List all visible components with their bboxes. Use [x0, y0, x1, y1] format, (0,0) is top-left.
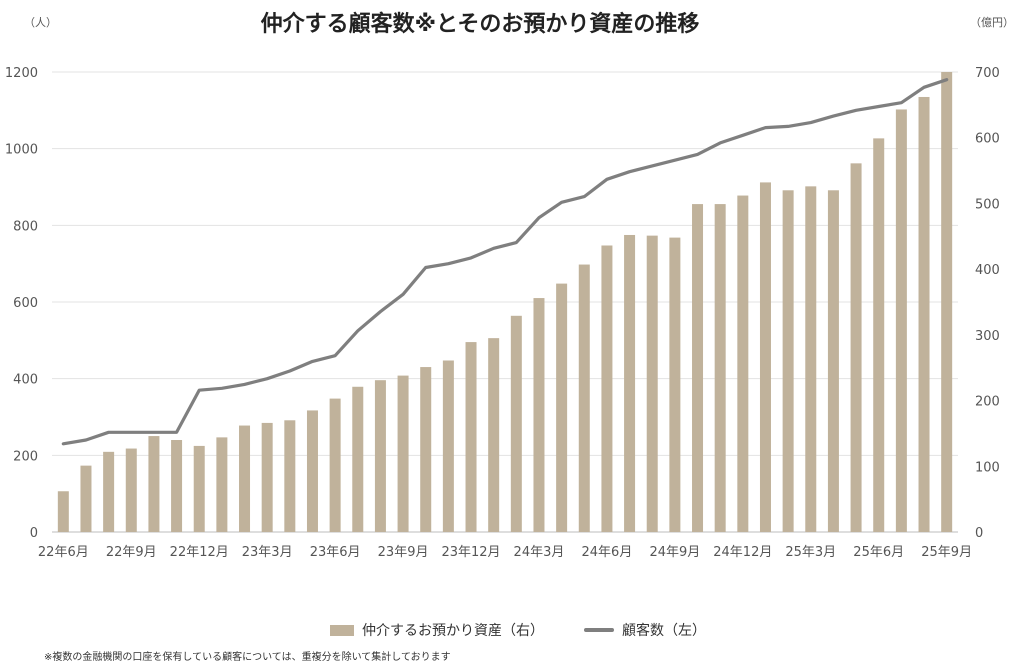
y-right-tick-label: 100 [975, 460, 1000, 475]
bar [556, 283, 568, 532]
x-tick-label: 23年12月 [441, 545, 500, 560]
y-left-tick-label: 0 [30, 526, 38, 541]
bar [759, 182, 771, 532]
x-tick-label: 25年9月 [921, 545, 972, 560]
bar [193, 445, 205, 532]
x-tick-label: 24年6月 [582, 545, 633, 560]
bar [624, 234, 636, 532]
bar [669, 237, 681, 532]
bar [239, 425, 251, 532]
bar [692, 204, 704, 533]
y-left-tick-label: 200 [13, 449, 38, 464]
y-left-tick-label: 800 [13, 219, 38, 234]
bar [805, 186, 817, 533]
bar [352, 386, 364, 532]
x-tick-label: 23年3月 [242, 545, 293, 560]
bar [420, 367, 432, 532]
bar [57, 491, 69, 532]
y-left-unit: （人） [24, 16, 57, 29]
footnote: ※複数の金融機関の口座を保有している顧客については、重複分を除いて集計しておりま… [44, 652, 451, 663]
bar [918, 96, 930, 532]
y-right-tick-label: 500 [975, 197, 1000, 212]
x-tick-label: 24年3月 [514, 545, 565, 560]
x-tick-label: 24年12月 [713, 545, 772, 560]
bar [714, 204, 726, 533]
y-left-tick-label: 400 [13, 373, 38, 388]
legend-label-assets: 仲介するお預かり資産（右） [362, 623, 544, 639]
bar [442, 360, 454, 532]
customers-line [61, 78, 949, 446]
legend-swatch-bar [330, 624, 354, 636]
bar [216, 437, 228, 532]
bar [827, 190, 839, 533]
legend-label-customers: 顧客数（左） [622, 623, 706, 639]
y-right-tick-label: 700 [975, 66, 1000, 81]
y-right-tick-label: 400 [975, 263, 1000, 278]
bar [510, 315, 522, 532]
bar [533, 298, 545, 532]
bar [306, 410, 318, 532]
x-tick-label: 25年3月 [785, 545, 836, 560]
y-left-tick-label: 600 [13, 296, 38, 311]
x-tick-label: 23年9月 [378, 545, 429, 560]
bar [737, 195, 749, 533]
bar [171, 440, 183, 532]
bar [397, 375, 409, 532]
bar [125, 448, 137, 532]
x-tick-label: 22年12月 [170, 545, 229, 560]
x-tick-label: 22年9月 [106, 545, 157, 560]
bar [895, 109, 907, 532]
y-right-tick-label: 600 [975, 132, 1000, 147]
y-right-tick-label: 200 [975, 395, 1000, 410]
x-tick-label: 25年6月 [853, 545, 904, 560]
bar [578, 264, 590, 532]
y-left-tick-label: 1000 [5, 143, 38, 158]
x-tick-label: 22年6月 [38, 545, 89, 560]
bar [850, 163, 862, 533]
bar [103, 451, 115, 532]
bar [465, 342, 477, 532]
bar [284, 420, 296, 532]
y-right-tick-label: 300 [975, 329, 1000, 344]
legend-item-assets: 仲介するお預かり資産（右） [330, 620, 544, 640]
x-tick-label: 24年9月 [649, 545, 700, 560]
bar [873, 138, 885, 532]
bar [374, 380, 386, 532]
chart-title: 仲介する顧客数※とそのお預かり資産の推移 [260, 12, 700, 37]
x-tick-label: 23年6月 [310, 545, 361, 560]
bar [488, 338, 500, 532]
legend-swatch-line [584, 628, 614, 632]
y-right-unit: （億円） [970, 16, 1014, 29]
bar [782, 190, 794, 533]
bar [646, 235, 658, 532]
y-right-tick-label: 0 [975, 526, 983, 541]
bar [80, 465, 92, 532]
bar [329, 398, 341, 532]
bar [941, 72, 953, 532]
legend-item-customers: 顧客数（左） [584, 620, 706, 640]
bar [148, 436, 160, 532]
y-left-tick-label: 1200 [5, 66, 38, 81]
bar [261, 422, 273, 532]
bar [601, 245, 613, 532]
legend: 仲介するお預かり資産（右） 顧客数（左） [330, 620, 746, 640]
